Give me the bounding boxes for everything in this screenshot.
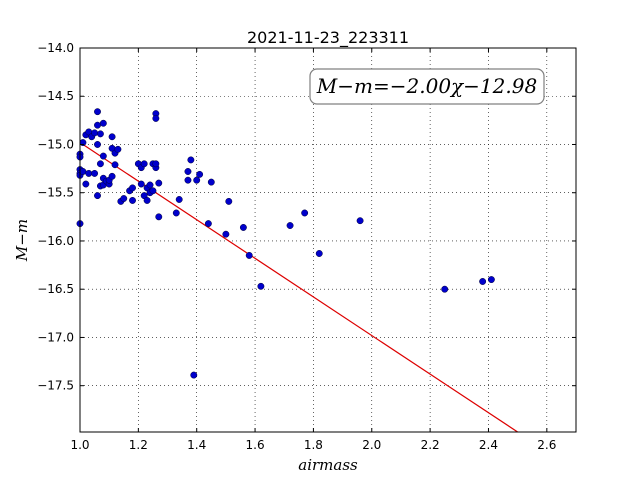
data-points bbox=[76, 108, 495, 379]
data-point bbox=[108, 172, 116, 180]
data-point bbox=[108, 133, 116, 141]
data-point bbox=[149, 187, 157, 195]
data-point bbox=[301, 209, 309, 217]
chart-title: 2021-11-23_223311 bbox=[247, 28, 409, 48]
data-point bbox=[152, 160, 160, 168]
data-point bbox=[172, 209, 180, 217]
y-tick-label: −17.0 bbox=[37, 330, 74, 344]
annotation-box bbox=[309, 68, 545, 105]
data-point bbox=[99, 119, 107, 127]
data-point bbox=[187, 156, 195, 164]
data-point bbox=[94, 121, 101, 129]
data-point bbox=[99, 152, 107, 160]
data-point bbox=[140, 160, 148, 168]
data-point bbox=[120, 195, 128, 202]
data-point bbox=[129, 196, 136, 204]
x-tick-label: 2.6 bbox=[537, 438, 556, 452]
data-point bbox=[96, 160, 104, 168]
fit-equation-annotation: M−m=−2.00χ−12.98 bbox=[316, 74, 537, 98]
data-point bbox=[441, 285, 449, 293]
x-tick-label: 1.6 bbox=[246, 438, 265, 452]
data-point bbox=[85, 169, 93, 177]
data-point bbox=[196, 170, 204, 178]
data-point bbox=[91, 129, 99, 137]
y-tick-label: −15.5 bbox=[37, 186, 74, 200]
data-point bbox=[155, 179, 163, 187]
data-point bbox=[286, 222, 294, 229]
y-tick-label: −17.5 bbox=[37, 379, 74, 393]
data-point bbox=[184, 168, 192, 175]
y-tick-label: −16.0 bbox=[37, 234, 74, 248]
data-point bbox=[184, 176, 192, 184]
data-point bbox=[111, 161, 119, 169]
data-point bbox=[143, 196, 151, 204]
axis-ticks: 1.0 1.2 1.4 1.6 1.8 2.0 2.2 2.4 2.6 −14.0 −14.5 −15… bbox=[37, 41, 576, 452]
data-point bbox=[225, 197, 233, 205]
y-tick-label: −16.5 bbox=[37, 282, 74, 296]
x-tick-label: 1.4 bbox=[187, 438, 206, 452]
x-tick-label: 2.0 bbox=[362, 438, 381, 452]
data-point bbox=[245, 251, 253, 259]
data-point bbox=[479, 278, 487, 285]
data-point bbox=[94, 108, 101, 116]
x-axis-label: airmass bbox=[298, 456, 358, 474]
y-tick-label: −14.0 bbox=[37, 41, 74, 55]
data-point bbox=[175, 196, 183, 203]
data-point bbox=[155, 213, 163, 221]
data-point bbox=[239, 224, 247, 231]
x-tick-label: 1.8 bbox=[304, 438, 323, 452]
x-tick-label: 1.2 bbox=[129, 438, 148, 452]
y-tick-label: −15.0 bbox=[37, 137, 74, 151]
data-point bbox=[204, 220, 212, 228]
data-point bbox=[114, 145, 122, 153]
data-point bbox=[257, 282, 265, 290]
data-point bbox=[94, 141, 101, 148]
data-point bbox=[315, 250, 323, 257]
data-point bbox=[193, 176, 201, 184]
x-tick-label: 1.0 bbox=[70, 438, 89, 452]
y-axis-label: M−m bbox=[13, 219, 31, 262]
data-point bbox=[356, 217, 364, 225]
x-tick-label: 2.2 bbox=[421, 438, 440, 452]
data-point bbox=[137, 180, 145, 188]
data-point bbox=[487, 276, 495, 284]
x-tick-label: 2.4 bbox=[479, 438, 498, 452]
data-point bbox=[129, 184, 136, 192]
data-point bbox=[91, 169, 99, 177]
plot-frame bbox=[79, 47, 577, 433]
data-point bbox=[79, 168, 87, 175]
data-point bbox=[222, 230, 230, 238]
data-point bbox=[96, 130, 104, 138]
data-point bbox=[94, 192, 101, 200]
data-point bbox=[82, 180, 90, 188]
y-tick-label: −14.5 bbox=[37, 89, 74, 103]
data-point bbox=[190, 371, 198, 379]
data-point bbox=[146, 181, 154, 189]
data-point bbox=[207, 178, 215, 186]
data-point bbox=[152, 114, 160, 122]
